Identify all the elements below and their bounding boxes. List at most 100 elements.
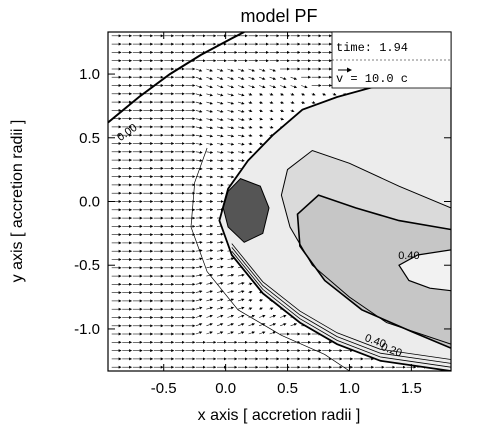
velocity-arrow bbox=[248, 323, 255, 327]
velocity-arrow bbox=[290, 109, 295, 113]
velocity-arrow bbox=[301, 85, 308, 89]
y-tick-label: 0.5 bbox=[79, 130, 100, 147]
velocity-arrow bbox=[227, 68, 234, 72]
velocity-arrow bbox=[248, 331, 255, 335]
velocity-arrow bbox=[195, 167, 203, 171]
velocity-arrow bbox=[216, 93, 224, 97]
velocity-arrow bbox=[195, 314, 203, 318]
contour-line-lower-stack bbox=[231, 250, 451, 368]
velocity-arrow bbox=[216, 249, 224, 253]
velocity-arrow bbox=[206, 281, 214, 285]
velocity-arrow bbox=[206, 109, 213, 113]
velocity-arrow bbox=[258, 92, 263, 96]
legend-velocity: v = 10.0 c bbox=[336, 72, 408, 86]
velocity-arrow bbox=[248, 76, 255, 80]
velocity-arrow bbox=[216, 167, 224, 171]
velocity-arrow bbox=[216, 142, 224, 146]
velocity-arrow bbox=[248, 314, 255, 318]
velocity-arrow bbox=[206, 175, 214, 179]
y-tick-label: 1.0 bbox=[79, 66, 100, 83]
contour-line-outer bbox=[190, 147, 350, 371]
velocity-arrow bbox=[290, 92, 295, 96]
velocity-arrow bbox=[227, 101, 235, 105]
velocity-arrow bbox=[195, 142, 203, 146]
velocity-arrow bbox=[269, 331, 276, 335]
velocity-arrow bbox=[237, 134, 245, 138]
legend-box: time: 1.94 v = 10.0 c bbox=[331, 31, 452, 89]
velocity-arrow bbox=[206, 167, 214, 171]
velocity-arrow bbox=[195, 224, 203, 228]
velocity-arrow bbox=[216, 298, 224, 302]
velocity-arrow bbox=[290, 101, 295, 104]
velocity-arrow bbox=[227, 323, 234, 327]
velocity-arrow bbox=[237, 76, 245, 80]
velocity-arrow bbox=[248, 85, 255, 89]
velocity-arrow bbox=[206, 93, 213, 97]
velocity-arrow bbox=[269, 314, 277, 318]
velocity-arrow bbox=[206, 142, 214, 146]
velocity-arrow bbox=[216, 331, 224, 335]
velocity-arrow bbox=[259, 299, 263, 302]
velocity-arrow bbox=[206, 159, 214, 163]
velocity-arrow bbox=[216, 257, 224, 261]
velocity-arrow bbox=[280, 101, 284, 104]
velocity-arrow bbox=[206, 306, 213, 310]
velocity-arrow bbox=[290, 76, 298, 80]
velocity-arrow bbox=[216, 118, 224, 122]
velocity-arrow bbox=[195, 150, 203, 154]
velocity-arrow bbox=[227, 126, 235, 130]
velocity-arrow bbox=[227, 281, 235, 285]
density-shading bbox=[219, 86, 451, 371]
velocity-arrow bbox=[216, 68, 224, 72]
velocity-arrow bbox=[216, 323, 224, 327]
velocity-arrow bbox=[195, 249, 203, 253]
velocity-arrow bbox=[248, 150, 253, 154]
velocity-arrow bbox=[216, 85, 224, 89]
velocity-arrow bbox=[227, 175, 235, 179]
velocity-arrow bbox=[195, 85, 203, 89]
shaded-region-high bbox=[297, 195, 451, 349]
velocity-arrow bbox=[206, 298, 213, 302]
velocity-arrow bbox=[248, 92, 253, 96]
velocity-arrow bbox=[227, 134, 235, 138]
velocity-arrow bbox=[206, 273, 214, 277]
velocity-arrow bbox=[195, 306, 203, 310]
velocity-arrow bbox=[237, 331, 245, 335]
velocity-arrow bbox=[258, 331, 266, 335]
contour-line-lower-stack bbox=[231, 243, 451, 360]
velocity-arrow bbox=[206, 134, 214, 138]
velocity-arrow bbox=[301, 101, 306, 104]
velocity-arrow bbox=[237, 101, 245, 105]
velocity-arrow bbox=[259, 109, 263, 113]
velocity-arrow bbox=[269, 323, 277, 327]
velocity-arrow bbox=[206, 76, 213, 80]
legend-time: time: 1.94 bbox=[336, 41, 408, 55]
velocity-arrow bbox=[237, 314, 245, 318]
velocity-arrow bbox=[237, 298, 245, 302]
contour-line-inner bbox=[398, 249, 451, 292]
velocity-arrow bbox=[280, 117, 285, 121]
velocity-arrow bbox=[216, 314, 224, 318]
velocity-arrow bbox=[248, 109, 253, 113]
velocity-arrow bbox=[227, 257, 235, 261]
x-tick-label: 0.5 bbox=[277, 380, 298, 397]
velocity-arrow bbox=[195, 290, 203, 294]
velocity-arrow bbox=[248, 290, 253, 294]
velocity-arrow bbox=[206, 331, 213, 335]
velocity-arrow bbox=[279, 92, 284, 96]
velocity-arrow bbox=[195, 134, 203, 138]
velocity-arrow bbox=[195, 265, 203, 269]
velocity-arrow bbox=[237, 126, 245, 130]
velocity-arrow bbox=[269, 68, 276, 72]
velocity-arrow bbox=[237, 142, 245, 146]
velocity-arrow bbox=[195, 109, 203, 113]
velocity-arrow bbox=[311, 101, 316, 104]
y-tick-label: -0.5 bbox=[74, 257, 100, 274]
velocity-arrow bbox=[206, 85, 213, 89]
velocity-arrow bbox=[195, 273, 203, 277]
velocity-arrow bbox=[206, 126, 214, 130]
velocity-arrow bbox=[216, 281, 224, 285]
velocity-arrow bbox=[195, 68, 203, 72]
velocity-arrow bbox=[248, 142, 253, 146]
velocity-arrow bbox=[216, 101, 224, 105]
